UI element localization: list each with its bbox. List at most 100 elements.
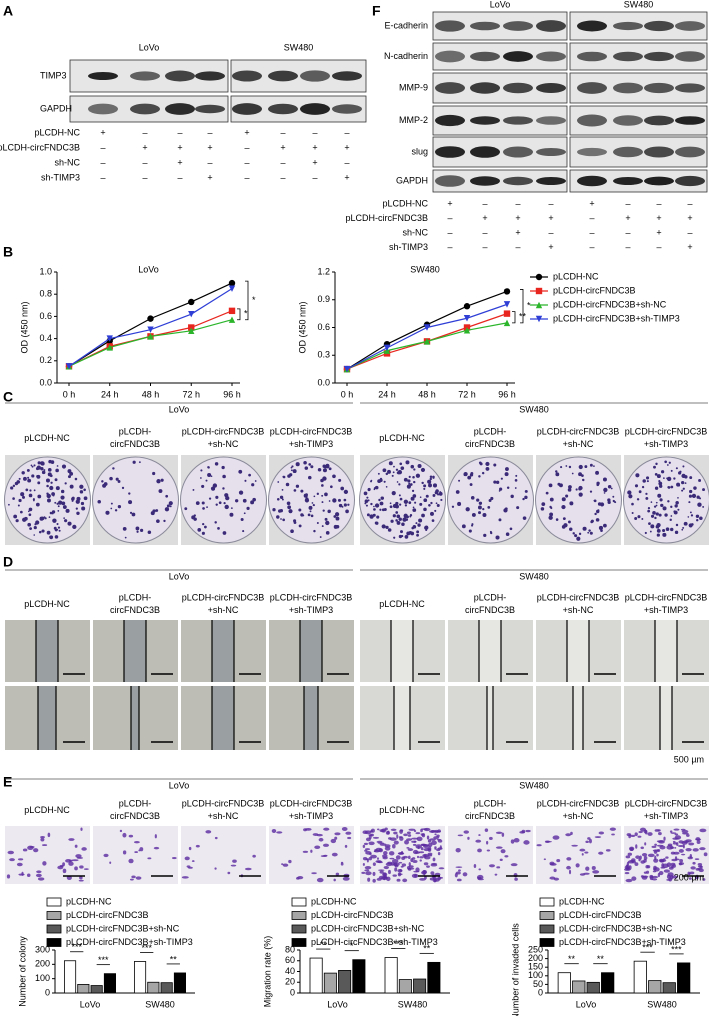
colony bbox=[429, 477, 432, 481]
invaded-cell bbox=[68, 861, 74, 866]
colony bbox=[578, 532, 582, 536]
colony bbox=[430, 501, 433, 505]
invaded-cell bbox=[643, 829, 647, 834]
colony bbox=[327, 509, 331, 514]
bar bbox=[384, 957, 398, 994]
invaded-cell bbox=[382, 854, 388, 858]
colony bbox=[650, 501, 653, 503]
invaded-cell bbox=[187, 866, 193, 869]
chart-title: LoVo bbox=[138, 264, 159, 274]
invaded-cell bbox=[419, 859, 422, 862]
column-label: pLCDH-NC bbox=[379, 433, 425, 443]
point bbox=[535, 301, 543, 309]
colony bbox=[424, 525, 429, 530]
colony bbox=[578, 464, 583, 470]
invaded-cell bbox=[654, 829, 660, 832]
colony bbox=[438, 491, 443, 496]
colony bbox=[565, 494, 569, 498]
colony bbox=[56, 523, 59, 526]
colony bbox=[525, 496, 528, 499]
colony bbox=[152, 509, 156, 513]
colony bbox=[407, 479, 411, 483]
colony bbox=[223, 501, 226, 505]
blot-band bbox=[577, 51, 607, 62]
invaded-cell bbox=[434, 847, 437, 850]
colony bbox=[562, 517, 566, 521]
colony bbox=[412, 494, 417, 498]
colony bbox=[699, 497, 702, 500]
colony bbox=[423, 507, 427, 512]
blot-band bbox=[435, 82, 465, 94]
blot-row-label: MMP-9 bbox=[399, 82, 428, 92]
invaded-cell bbox=[656, 849, 661, 853]
invaded-cell bbox=[510, 839, 515, 844]
colony bbox=[600, 529, 603, 532]
invaded-cell bbox=[407, 855, 411, 860]
colony bbox=[343, 498, 347, 502]
invaded-cell bbox=[363, 842, 369, 846]
colony bbox=[57, 510, 60, 512]
condition-sign: + bbox=[177, 157, 182, 167]
colony bbox=[504, 472, 509, 477]
colony bbox=[324, 517, 328, 521]
colony bbox=[398, 483, 401, 486]
colony bbox=[485, 461, 490, 467]
invaded-cell bbox=[702, 878, 706, 881]
wound-gap bbox=[394, 686, 410, 750]
colony bbox=[67, 475, 71, 479]
significance: ** bbox=[568, 954, 576, 964]
colony bbox=[572, 532, 575, 535]
invaded-cell bbox=[333, 878, 336, 882]
group-label: LoVo bbox=[169, 780, 190, 790]
invaded-cell bbox=[591, 865, 596, 870]
colony bbox=[335, 512, 340, 517]
colony bbox=[64, 482, 67, 485]
invaded-cell bbox=[372, 871, 376, 877]
colony bbox=[321, 525, 324, 528]
colony bbox=[54, 478, 58, 482]
colony bbox=[160, 478, 164, 482]
significance: *** bbox=[642, 943, 653, 953]
blot-band bbox=[435, 146, 465, 158]
colony bbox=[12, 484, 16, 488]
colony bbox=[200, 469, 203, 472]
invaded-cell bbox=[420, 833, 425, 836]
colony bbox=[413, 480, 416, 484]
colony bbox=[140, 528, 144, 532]
colony bbox=[665, 527, 670, 531]
colony bbox=[287, 474, 291, 478]
colony bbox=[377, 472, 380, 475]
colony bbox=[333, 515, 337, 518]
panel-label: F bbox=[372, 3, 381, 19]
colony bbox=[330, 485, 333, 489]
colony bbox=[248, 473, 251, 477]
panel-label: A bbox=[3, 3, 13, 19]
column-label: pLCDH- bbox=[119, 426, 152, 436]
invaded-cell bbox=[566, 857, 572, 861]
invaded-cell bbox=[583, 872, 590, 875]
colony bbox=[28, 493, 33, 498]
colony bbox=[30, 464, 33, 467]
colony bbox=[428, 504, 431, 507]
invaded-cell bbox=[147, 857, 152, 860]
condition-sign: – bbox=[100, 172, 105, 182]
colony bbox=[328, 500, 331, 502]
colony bbox=[308, 475, 312, 480]
colony bbox=[565, 465, 568, 467]
colony bbox=[405, 518, 409, 521]
invaded-cell bbox=[281, 863, 284, 865]
colony bbox=[646, 480, 649, 483]
colony bbox=[482, 513, 487, 518]
colony bbox=[373, 505, 375, 508]
invaded-cell bbox=[373, 850, 377, 853]
invaded-cell bbox=[642, 875, 649, 878]
invaded-cell bbox=[501, 832, 505, 837]
colony bbox=[471, 524, 474, 527]
invaded-cell bbox=[365, 837, 371, 842]
invaded-cell bbox=[695, 837, 701, 841]
condition-sign: – bbox=[312, 127, 317, 137]
significance: ** bbox=[170, 954, 178, 964]
colony bbox=[207, 472, 212, 477]
colony bbox=[429, 475, 433, 478]
colony bbox=[28, 507, 33, 512]
